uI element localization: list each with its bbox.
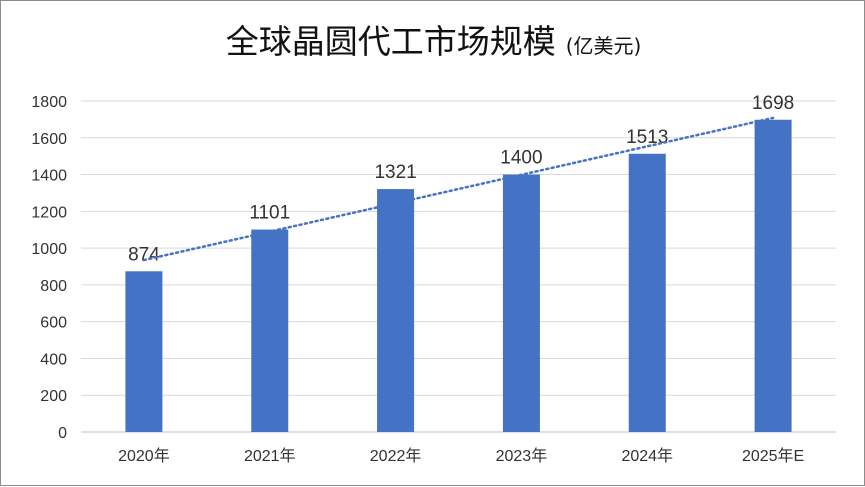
bar — [628, 153, 666, 432]
data-label: 1513 — [626, 127, 668, 148]
bar — [754, 119, 792, 433]
chart-title-block: 全球晶圆代工市场规模 (亿美元) — [1, 15, 865, 63]
trendline — [142, 116, 775, 262]
chart-unit-subtitle: (亿美元) — [565, 34, 642, 58]
y-tick-label: 1000 — [31, 241, 67, 258]
bar — [502, 174, 540, 433]
y-tick-label: 1600 — [31, 131, 67, 148]
x-tick-label: 2022年 — [370, 447, 422, 465]
bar — [377, 189, 415, 432]
x-tick-label: 2025年E — [742, 447, 804, 465]
y-tick-label: 1400 — [31, 168, 67, 185]
data-label: 1321 — [374, 162, 416, 183]
y-tick-label: 800 — [40, 278, 67, 295]
y-tick-label: 600 — [40, 315, 67, 332]
y-tick-label: 200 — [40, 388, 67, 405]
y-tick-label: 400 — [40, 351, 67, 368]
data-label: 874 — [128, 244, 160, 265]
y-tick-label: 1800 — [31, 94, 67, 111]
x-tick-label: 2024年 — [621, 447, 673, 465]
x-tick-label: 2023年 — [496, 447, 548, 465]
y-tick-label: 1200 — [31, 204, 67, 221]
bar — [125, 271, 163, 432]
y-tick-label: 0 — [58, 425, 67, 442]
data-label: 1101 — [249, 203, 290, 224]
bar — [251, 229, 289, 432]
chart-title: 全球晶圆代工市场规模 — [225, 22, 556, 61]
x-tick-label: 2021年 — [244, 447, 296, 465]
data-label: 1400 — [500, 148, 542, 169]
x-tick-label: 2020年 — [118, 447, 170, 465]
data-label: 1698 — [752, 93, 794, 114]
